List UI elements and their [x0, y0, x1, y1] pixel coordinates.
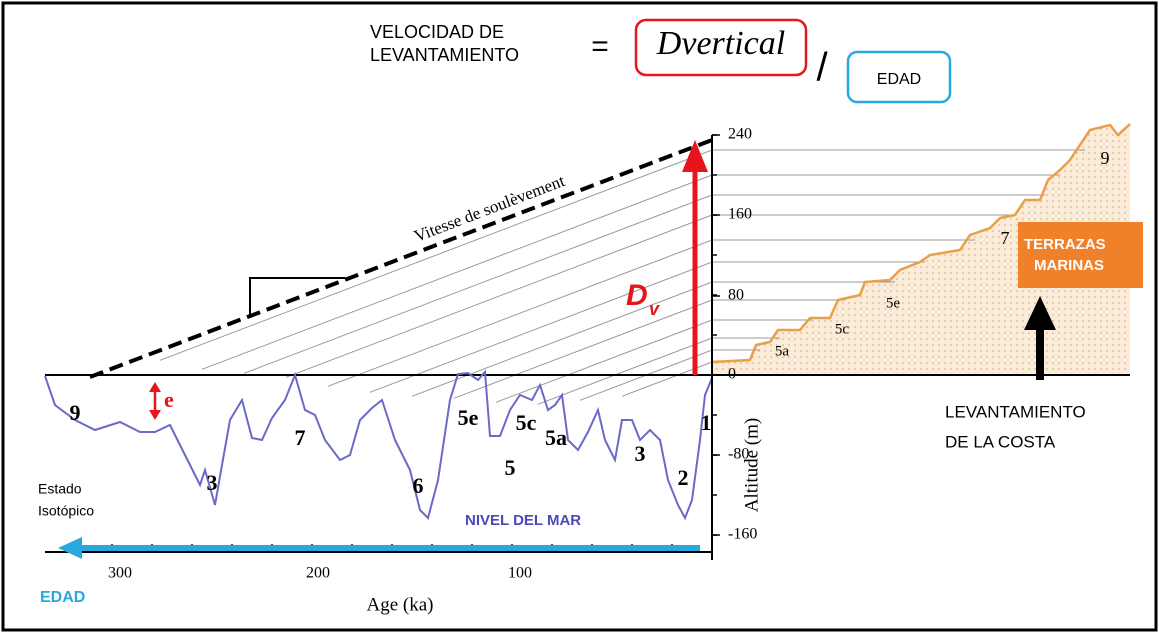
stage-label: 3 [207, 470, 218, 495]
numerator: Dvertical [656, 25, 785, 62]
uplift-label: DE LA COSTA [945, 432, 1056, 451]
denominator: EDAD [877, 71, 921, 88]
stage-label: 9 [70, 400, 81, 425]
terraces-label: TERRAZAS [1024, 236, 1106, 253]
stage-label: 5c [516, 410, 537, 435]
y-tick-label: 160 [728, 206, 752, 223]
stage-label: 5a [545, 425, 567, 450]
y-tick-label: -80 [728, 446, 749, 463]
x-tick-label: 100 [508, 565, 532, 582]
stage-label: 2 [678, 465, 689, 490]
dv-subscript: v [649, 299, 660, 319]
y-tick-label: 240 [728, 126, 752, 143]
isotope-label: Estado [38, 481, 82, 497]
equation-text: VELOCIDAD DE [370, 22, 504, 42]
terrace-label: 7 [1001, 228, 1010, 248]
age-label: EDAD [40, 589, 85, 606]
stage-label: 6 [413, 473, 424, 498]
terrace-label: 5c [835, 321, 850, 337]
isotope-label: Isotópico [38, 503, 94, 519]
terraces-label: MARINAS [1034, 257, 1104, 274]
terraces-box [1018, 222, 1143, 288]
y-tick-label: 80 [728, 287, 744, 304]
dv-label: D [626, 279, 648, 312]
y-tick-label: -160 [728, 526, 757, 543]
page: VELOCIDAD DE LEVANTAMIENTO = Dvertical /… [0, 0, 1159, 633]
sea-level-label: NIVEL DEL MAR [465, 512, 581, 529]
equation-text: LEVANTAMIENTO [370, 45, 519, 65]
stage-label: 7 [295, 425, 306, 450]
terrace-label: 5e [886, 295, 901, 311]
stage-label: 5 [505, 455, 516, 480]
uplift-label: LEVANTAMIENTO [945, 402, 1086, 421]
stage-label: 3 [635, 441, 646, 466]
slash: / [816, 46, 828, 90]
terrace-label: 5a [775, 343, 790, 359]
e-label: e [164, 387, 174, 412]
equals-sign: = [591, 30, 609, 63]
x-axis-label: Age (ka) [367, 594, 434, 615]
stage-label: 5e [458, 405, 479, 430]
terrace-label: 9 [1101, 148, 1110, 168]
y-axis-label: Altitude (m) [741, 418, 762, 512]
x-tick-label: 200 [306, 565, 330, 582]
stage-label: 1 [701, 410, 712, 435]
x-tick-label: 300 [108, 565, 132, 582]
y-tick-label: 0 [728, 366, 736, 383]
